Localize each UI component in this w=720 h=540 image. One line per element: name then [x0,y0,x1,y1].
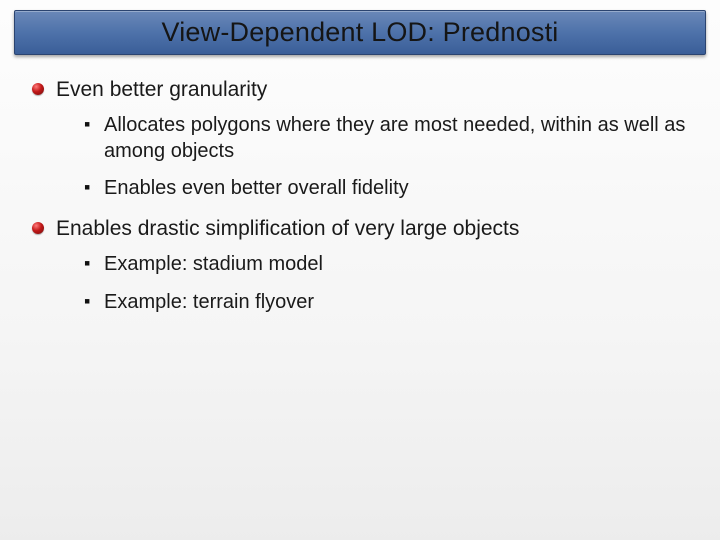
sub-list-item-text: Enables even better overall fidelity [104,177,409,199]
sub-list-item-text: Example: stadium model [104,253,323,275]
sub-list-item: Allocates polygons where they are most n… [56,113,690,164]
list-item-text: Enables drastic simplification of very l… [56,217,519,240]
slide: View-Dependent LOD: Prednosti Even bette… [0,10,720,540]
title-bar: View-Dependent LOD: Prednosti [14,10,706,55]
sub-list-item: Example: terrain flyover [56,290,690,316]
list-item: Enables drastic simplification of very l… [30,216,690,315]
sub-list-item: Enables even better overall fidelity [56,176,690,202]
sub-list-item-text: Allocates polygons where they are most n… [104,114,685,162]
slide-title: View-Dependent LOD: Prednosti [25,17,695,48]
list-item-text: Even better granularity [56,78,267,101]
sub-bullet-list: Example: stadium model Example: terrain … [56,252,690,315]
list-item: Even better granularity Allocates polygo… [30,77,690,202]
sub-list-item: Example: stadium model [56,252,690,278]
bullet-list: Even better granularity Allocates polygo… [30,77,690,315]
sub-bullet-list: Allocates polygons where they are most n… [56,113,690,202]
slide-content: Even better granularity Allocates polygo… [0,55,720,315]
sub-list-item-text: Example: terrain flyover [104,291,314,313]
